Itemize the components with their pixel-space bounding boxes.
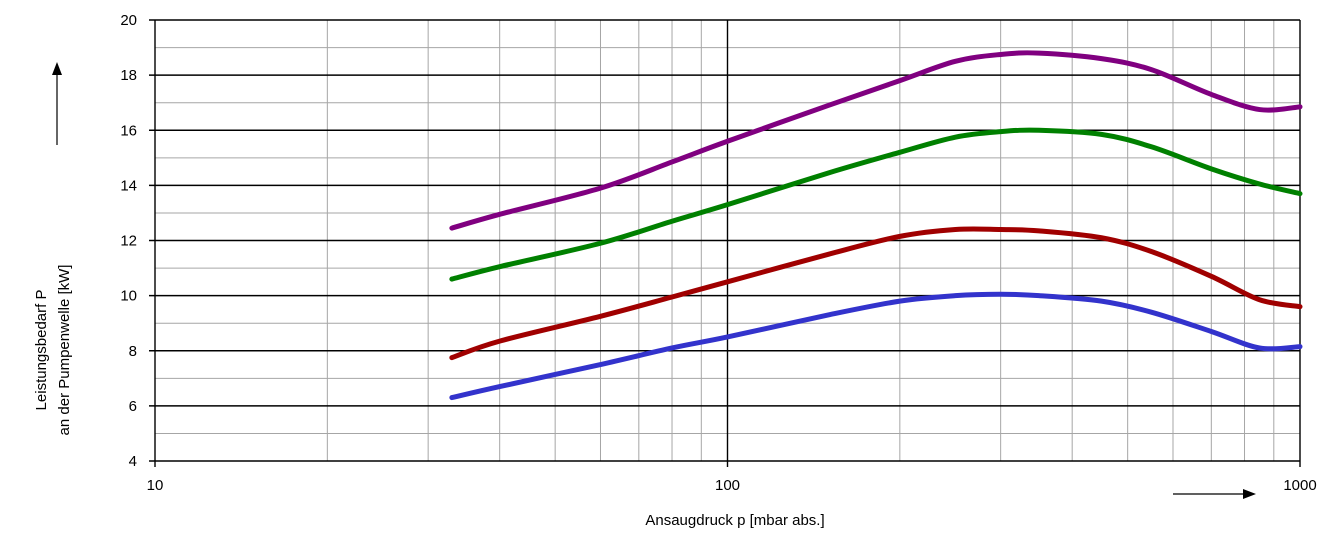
series-layer — [449, 50, 1303, 401]
y-tick-label: 14 — [120, 177, 137, 194]
y-axis-label-line2: an der Pumpenwelle [kW] — [56, 265, 73, 436]
series-line-1 — [449, 50, 1303, 231]
series-line-2 — [449, 127, 1303, 282]
y-tick-label: 4 — [129, 453, 137, 470]
y-tick-label: 8 — [129, 343, 137, 360]
series-line-3 — [449, 226, 1303, 361]
y-axis-label-line1: Leistungsbedarf P — [33, 290, 50, 411]
y-tick-label: 20 — [120, 12, 137, 29]
y-tick-label: 18 — [120, 67, 137, 84]
y-arrow-head — [52, 62, 62, 75]
y-tick-label: 16 — [120, 122, 137, 139]
axis-labels: Ansaugdruck p [mbar abs.] Leistungsbedar… — [33, 62, 1256, 529]
tick-labels: 4 6 8 10 12 14 16 18 20 10 100 1000 — [120, 12, 1316, 494]
x-tick-label: 1000 — [1283, 477, 1316, 494]
x-tick-label: 10 — [147, 477, 164, 494]
x-arrow-head — [1243, 489, 1256, 499]
y-tick-label: 12 — [120, 233, 137, 250]
series-line-4 — [449, 291, 1303, 401]
y-tick-label: 10 — [120, 288, 137, 305]
x-axis-label: Ansaugdruck p [mbar abs.] — [645, 512, 824, 529]
y-tick-label: 6 — [129, 398, 137, 415]
x-tick-label: 100 — [715, 477, 740, 494]
